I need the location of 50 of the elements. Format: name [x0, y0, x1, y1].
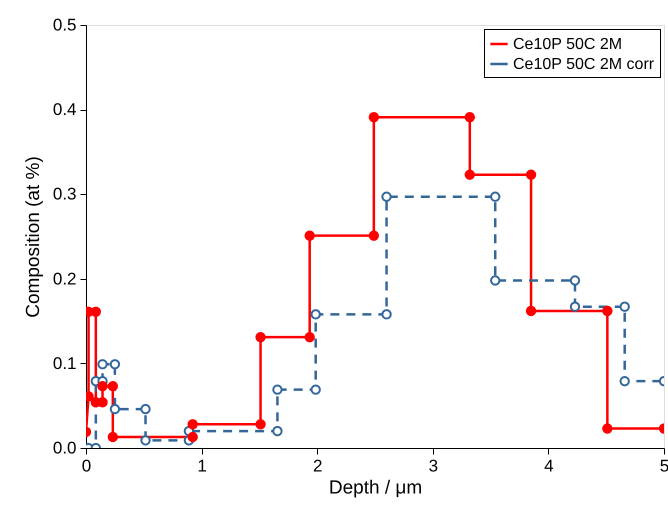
point [140, 435, 151, 446]
y-tick-label: 0.0 [52, 438, 76, 458]
point [490, 192, 500, 202]
point [140, 404, 151, 414]
point [310, 384, 321, 395]
x-tick-label: 3 [428, 456, 438, 476]
point [272, 384, 283, 395]
point [90, 306, 102, 317]
point [255, 419, 266, 430]
y-tick-label: 0.4 [52, 100, 76, 120]
point [620, 302, 630, 312]
y-tick-label: 0.2 [52, 269, 76, 288]
point [464, 170, 475, 180]
point [381, 192, 392, 202]
x-tick-label: 1 [197, 456, 207, 476]
y-tick-label: 0.1 [52, 354, 76, 373]
y-tick-label: 0.3 [52, 184, 76, 204]
point [368, 112, 380, 122]
legend-label: Ce10P 50C 2M [513, 36, 622, 53]
point [110, 359, 120, 370]
point [570, 275, 580, 286]
x-tick-label: 2 [312, 456, 322, 476]
point [620, 376, 630, 386]
x-tick-label: 0 [82, 456, 92, 476]
point [570, 302, 580, 312]
point [110, 404, 120, 414]
point [381, 309, 392, 320]
legend-label: Ce10P 50C 2M corr [513, 56, 655, 73]
point [368, 230, 380, 241]
y-axis-title: Composition (at %) [22, 156, 44, 318]
point [108, 381, 118, 392]
point [602, 306, 613, 316]
point [272, 426, 283, 436]
point [526, 170, 536, 180]
x-axis-title: Depth / μm [328, 478, 422, 498]
point [526, 306, 536, 316]
point [108, 432, 118, 442]
point [188, 432, 198, 442]
point [304, 230, 315, 241]
y-tick-label: 0.5 [52, 16, 76, 34]
point [304, 332, 315, 342]
point [464, 112, 475, 122]
point [310, 309, 321, 320]
point [97, 359, 108, 370]
point [188, 419, 198, 430]
point [602, 423, 613, 434]
point [97, 381, 108, 392]
x-tick-label: 4 [544, 456, 554, 476]
point [490, 275, 500, 286]
point [255, 332, 266, 342]
